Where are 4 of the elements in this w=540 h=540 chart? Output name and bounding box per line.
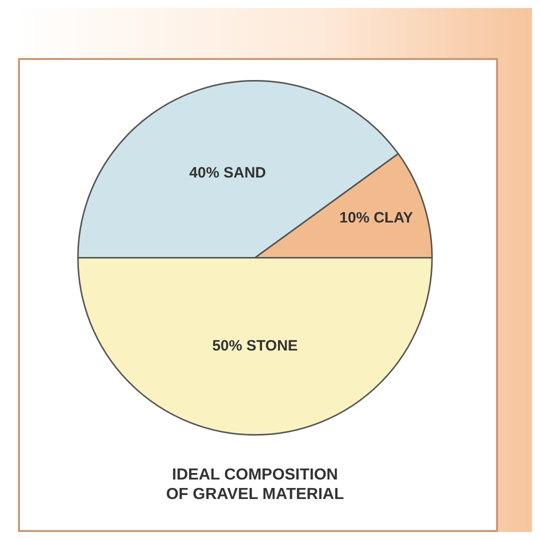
slice-label: 40% SAND [189, 164, 266, 182]
slice-label: 50% STONE [212, 337, 298, 354]
text: IDEAL COMPOSITION OF GRAVEL MATERIAL [166, 466, 344, 503]
slice-label: 10% CLAY [339, 210, 414, 227]
